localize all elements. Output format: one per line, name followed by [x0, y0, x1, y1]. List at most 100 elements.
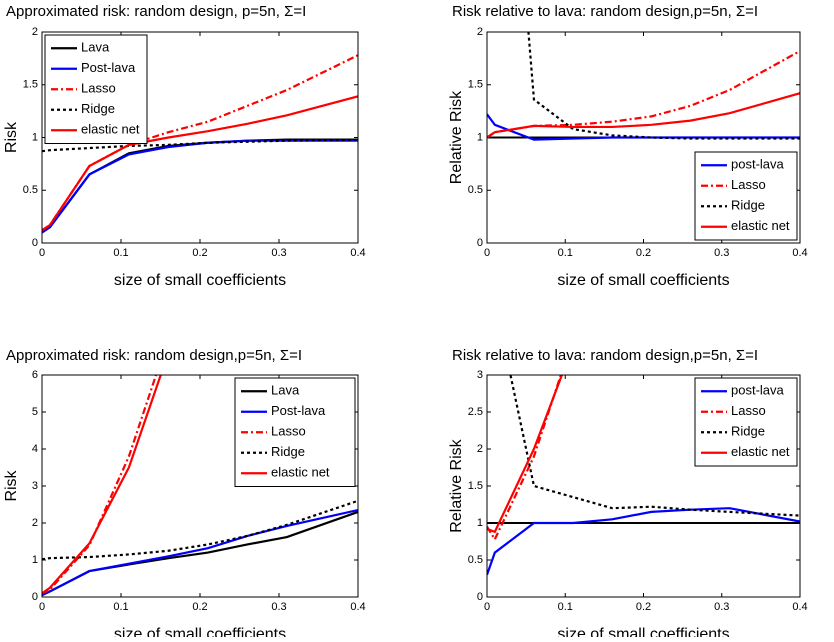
- legend-label: Ridge: [731, 424, 765, 439]
- chart-title: Approximated risk: random design, p=5n, …: [6, 3, 306, 20]
- legend-label: elastic net: [271, 465, 330, 480]
- x-tick-label: 0.1: [558, 247, 573, 259]
- y-tick-label: 1.5: [468, 79, 483, 91]
- y-axis-label: Risk: [3, 469, 20, 501]
- plot-area: [42, 375, 358, 597]
- legend: post-lava Lasso Ridge elastic net: [694, 377, 798, 467]
- y-tick-label: 2: [32, 517, 38, 529]
- y-tick-label: 1: [32, 554, 38, 566]
- y-axis-label: Relative Risk: [448, 438, 465, 532]
- series-line: [487, 50, 800, 139]
- x-tick-label: 0.3: [271, 247, 286, 259]
- x-tick-label: 0.2: [192, 247, 207, 259]
- legend-label: Lava: [271, 383, 300, 398]
- y-axis-label: Risk: [3, 121, 20, 153]
- series-line: [487, 375, 564, 534]
- subplot: Risk relative to lava: random design,p=5…: [448, 347, 807, 642]
- subplot: Approximated risk: random design, p=5n, …: [3, 3, 365, 289]
- x-tick-label: 0: [39, 247, 45, 259]
- x-tick-label: 0.3: [271, 601, 286, 613]
- x-tick-label: 0.3: [714, 247, 729, 259]
- series-line: [42, 499, 358, 561]
- x-tick-label: 0.2: [636, 247, 651, 259]
- y-tick-label: 2: [477, 26, 483, 38]
- legend-label: Lasso: [271, 424, 306, 439]
- x-tick-label: 0.1: [113, 601, 128, 613]
- x-tick-label: 0.4: [792, 601, 807, 613]
- y-tick-label: 0: [32, 237, 38, 249]
- plot-area: [487, 375, 800, 576]
- y-tick-label: 2.5: [468, 406, 483, 418]
- legend-label: elastic net: [731, 444, 790, 459]
- x-tick-label: 0.1: [113, 247, 128, 259]
- axes-box: [41, 31, 359, 244]
- series-line: [42, 138, 358, 234]
- legend: post-lava Lasso Ridge elastic net: [694, 151, 798, 241]
- x-axis-label: size of small coefficients: [114, 272, 286, 289]
- subplot: Risk relative to lava: random design,p=5…: [448, 3, 807, 289]
- legend-label: Lasso: [731, 403, 766, 418]
- x-tick-label: 0.2: [192, 601, 207, 613]
- x-tick-label: 0.4: [350, 247, 365, 259]
- y-tick-label: 0.5: [468, 184, 483, 196]
- x-axis-label: size of small coefficients: [557, 626, 729, 637]
- plot-area: [487, 32, 800, 141]
- x-tick-label: 0: [484, 247, 490, 259]
- legend-label: Ridge: [271, 444, 305, 459]
- x-axis-label: size of small coefficients: [114, 626, 286, 637]
- y-tick-label: 3: [32, 480, 38, 492]
- legend-box: [234, 377, 356, 487]
- series-line: [42, 138, 358, 153]
- chart-title: Approximated risk: random design,p=5n, Σ…: [6, 347, 302, 364]
- legend-label: Post-lava: [271, 403, 326, 418]
- x-tick-label: 0.3: [714, 601, 729, 613]
- series-line: [42, 375, 158, 595]
- axes-box: [486, 374, 801, 598]
- y-tick-label: 0: [477, 237, 483, 249]
- legend-box: [694, 151, 798, 241]
- chart-title: Risk relative to lava: random design,p=5…: [452, 3, 758, 20]
- legend-label: post-lava: [731, 383, 785, 398]
- legend-label: Post-lava: [81, 60, 136, 75]
- y-tick-label: 2: [477, 443, 483, 455]
- x-tick-label: 0.1: [558, 601, 573, 613]
- legend-label: Lasso: [731, 177, 766, 192]
- series-line: [527, 32, 800, 140]
- y-tick-label: 1: [477, 517, 483, 529]
- axes-box: [41, 374, 359, 598]
- legend-label: Lasso: [81, 81, 116, 96]
- series-line: [42, 95, 358, 232]
- axes-box: [486, 31, 801, 244]
- series-line: [509, 375, 800, 517]
- plot-area: [42, 54, 358, 234]
- series-line: [487, 507, 800, 576]
- y-tick-label: 0: [32, 591, 38, 603]
- legend: Lava Post-lava Lasso Ridge elastic net: [234, 377, 356, 487]
- y-tick-label: 2: [32, 26, 38, 38]
- y-tick-label: 3: [477, 369, 483, 381]
- x-tick-label: 0.4: [350, 601, 365, 613]
- y-tick-label: 5: [32, 406, 38, 418]
- legend-box: [694, 377, 798, 467]
- y-tick-label: 0.5: [23, 184, 38, 196]
- subplot: Approximated risk: random design,p=5n, Σ…: [3, 347, 365, 642]
- x-tick-label: 0.2: [636, 601, 651, 613]
- y-tick-label: 4: [32, 443, 38, 455]
- y-tick-label: 1: [32, 131, 38, 143]
- legend-label: Ridge: [81, 101, 115, 116]
- x-tick-label: 0.4: [792, 247, 807, 259]
- x-tick-label: 0: [484, 601, 490, 613]
- x-axis-label: size of small coefficients: [557, 272, 729, 289]
- legend-label: post-lava: [731, 157, 785, 172]
- series-line: [487, 92, 800, 139]
- y-tick-label: 1: [477, 131, 483, 143]
- series-line: [487, 375, 563, 542]
- series-line: [42, 510, 358, 597]
- chart-title: Risk relative to lava: random design,p=5…: [452, 347, 758, 364]
- y-axis-label: Relative Risk: [448, 90, 465, 184]
- x-tick-label: 0: [39, 601, 45, 613]
- y-tick-label: 1.5: [23, 79, 38, 91]
- y-tick-label: 0.5: [468, 554, 483, 566]
